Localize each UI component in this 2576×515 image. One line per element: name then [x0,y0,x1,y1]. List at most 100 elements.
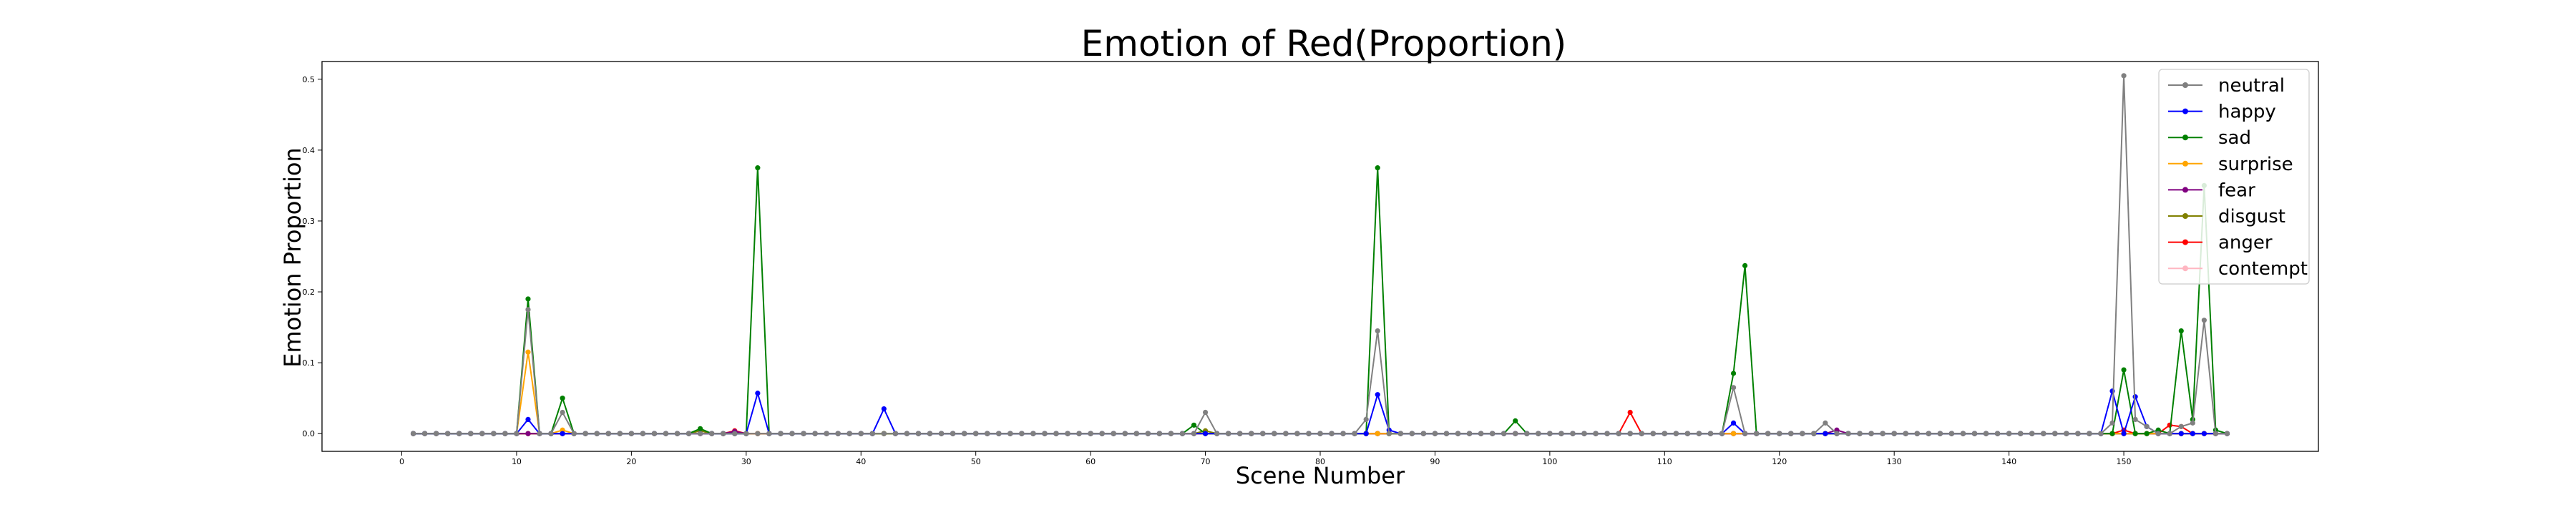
x-tick-label: 20 [626,457,636,466]
x-tick-label: 30 [741,457,751,466]
y-axis-ticks: 0.0 0.1 0.2 0.3 0.4 0.5 [303,75,322,438]
data-point-happy [1375,392,1380,398]
data-point-neutral [2098,431,2104,436]
data-point-neutral [640,431,646,436]
data-point-neutral [950,431,956,436]
data-point-neutral [1719,431,1725,436]
legend-marker-happy [2182,108,2188,114]
data-point-neutral [1260,431,1266,436]
data-point-neutral [2018,431,2024,436]
data-point-neutral [847,431,852,436]
series-surprise [410,349,2230,436]
data-point-neutral [996,431,1002,436]
data-point-sad [755,165,761,171]
data-point-sad [1742,263,1748,268]
data-point-neutral [824,431,829,436]
data-point-neutral [1340,431,1346,436]
data-point-neutral [1111,431,1116,436]
legend-label-neutral: neutral [2218,75,2285,97]
data-point-neutral [2190,420,2195,426]
data-point-neutral [2087,431,2092,436]
data-point-neutral [468,431,474,436]
data-point-neutral [1490,431,1496,436]
series-sad [410,165,2230,436]
x-axis-ticks: 0 10 20 30 40 50 60 70 80 90 100 110 120 130 140 150 [399,451,2132,466]
data-point-neutral [479,431,485,436]
data-point-neutral [1088,431,1093,436]
y-tick-label: 0.4 [303,146,316,155]
series-line-sad [413,167,2228,435]
legend-marker-anger [2182,239,2188,245]
legend-item-contempt: contempt [2168,258,2308,280]
x-tick-label: 140 [2001,457,2016,466]
data-point-neutral [721,431,726,436]
legend: neutral happy sad surprise fear disgust anger c… [2158,69,2310,285]
data-point-sad [2155,427,2161,433]
data-point-neutral [686,431,692,436]
data-point-neutral [1593,431,1599,436]
data-point-sad [2109,431,2115,436]
y-tick-label: 0.5 [303,75,316,84]
data-point-neutral [1019,431,1025,436]
legend-item-fear: fear [2168,180,2255,201]
data-point-neutral [732,431,738,436]
data-point-neutral [1834,431,1840,436]
data-point-neutral [1409,431,1415,436]
data-point-happy [2201,431,2207,436]
data-point-sad [560,396,565,401]
legend-label-fear: fear [2218,180,2255,201]
data-point-happy [1202,431,1209,436]
data-point-neutral [457,431,462,436]
x-tick-label: 0 [399,457,404,466]
data-point-neutral [789,431,795,436]
data-point-neutral [2109,420,2115,426]
data-point-neutral [537,431,542,436]
data-point-neutral [525,307,531,313]
data-point-neutral [1536,431,1541,436]
data-point-neutral [2132,416,2138,423]
data-point-neutral [743,431,749,436]
x-tick-label: 110 [1657,457,1672,466]
legend-item-neutral: neutral [2168,75,2285,97]
data-point-happy [1730,420,1737,426]
legend-label-contempt: contempt [2218,258,2308,280]
legend-item-disgust: disgust [2168,206,2285,227]
data-point-neutral [698,431,703,436]
data-point-neutral [1948,431,1954,436]
x-tick-label: 50 [971,457,981,466]
y-tick-label: 0.2 [303,288,316,297]
data-point-neutral [1627,431,1633,436]
legend-item-happy: happy [2168,102,2276,123]
data-point-neutral [1294,431,1300,436]
data-point-neutral [1008,431,1013,436]
data-point-neutral [1443,431,1450,436]
data-point-neutral [1397,431,1403,436]
data-point-neutral [617,431,623,436]
data-point-happy [2190,431,2195,436]
data-point-sad [1730,371,1737,376]
data-point-neutral [434,431,439,436]
series-layer [410,73,2230,436]
series-neutral [410,73,2230,436]
data-point-neutral [2144,423,2150,429]
data-point-neutral [1616,431,1621,436]
x-tick-label: 150 [2117,457,2132,466]
data-point-neutral [1891,431,1897,436]
data-point-sad [2121,367,2127,373]
data-point-happy [525,416,531,423]
data-point-neutral [2167,431,2172,436]
x-tick-label: 80 [1315,457,1325,466]
data-point-neutral [1317,431,1323,436]
data-point-neutral [778,431,784,436]
data-point-neutral [1845,431,1851,436]
data-point-neutral [1857,431,1863,436]
series-line-anger [413,411,2228,435]
data-point-neutral [421,431,428,436]
data-point-neutral [1971,431,1978,436]
data-point-neutral [1156,431,1162,436]
data-point-neutral [1432,431,1438,436]
data-point-sad [525,296,531,302]
data-point-neutral [1547,431,1553,436]
legend-label-happy: happy [2218,102,2276,123]
data-point-neutral [1754,431,1760,436]
